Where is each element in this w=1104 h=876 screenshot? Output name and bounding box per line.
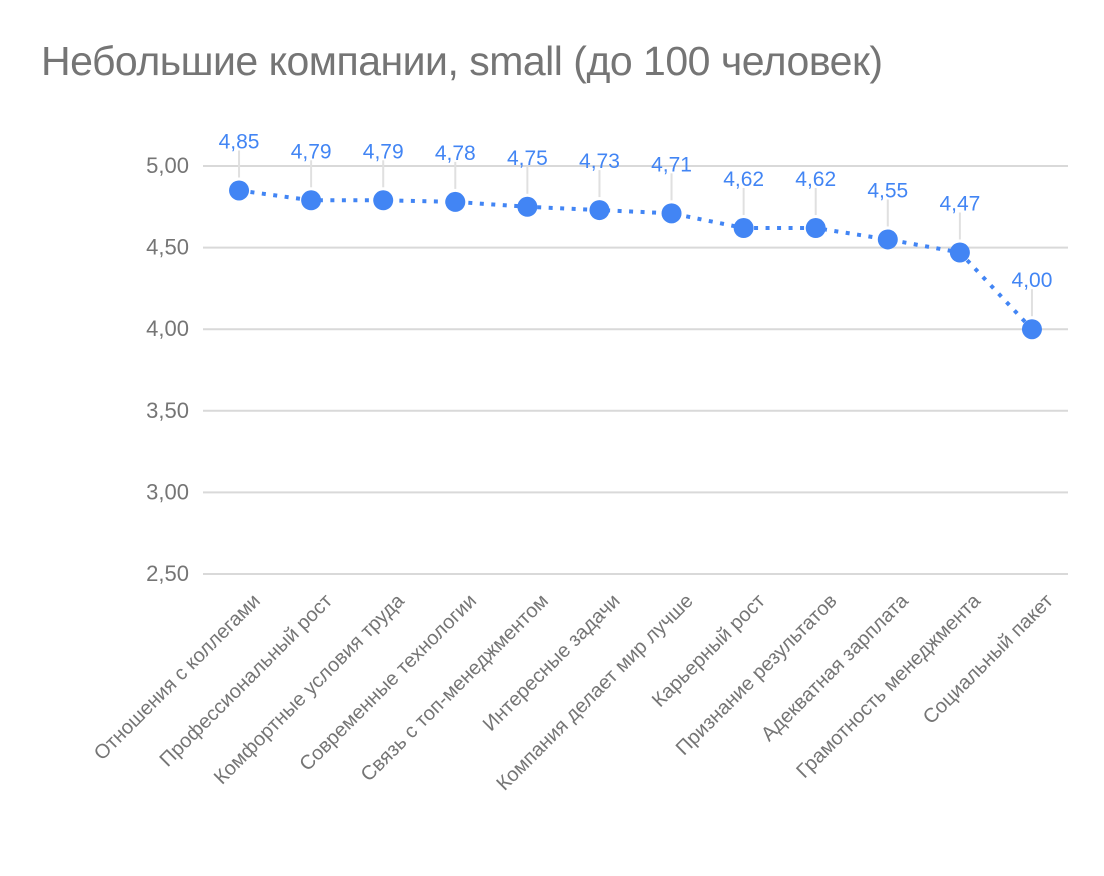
y-axis-tick-label: 3,50 <box>146 398 189 423</box>
data-label: 4,79 <box>291 140 332 163</box>
data-label: 4,71 <box>651 153 692 176</box>
data-label: 4,85 <box>219 130 260 153</box>
data-point[interactable] <box>373 190 394 211</box>
data-point[interactable] <box>1021 319 1042 340</box>
data-label: 4,78 <box>435 142 476 165</box>
data-label: 4,47 <box>939 192 980 215</box>
data-label: 4,75 <box>507 147 548 170</box>
data-label: 4,62 <box>723 168 764 191</box>
data-point[interactable] <box>805 218 826 239</box>
data-point[interactable] <box>589 200 610 221</box>
y-axis-tick-label: 2,50 <box>146 561 189 586</box>
data-point[interactable] <box>661 203 682 224</box>
y-axis-tick-label: 4,00 <box>146 316 189 341</box>
data-label: 4,00 <box>1012 269 1053 292</box>
data-label: 4,73 <box>579 150 620 173</box>
y-axis-tick-label: 4,50 <box>146 235 189 260</box>
data-point[interactable] <box>733 218 754 239</box>
data-point[interactable] <box>949 242 970 263</box>
y-axis-tick-label: 5,00 <box>146 153 189 178</box>
data-point[interactable] <box>229 180 250 201</box>
data-label: 4,79 <box>363 140 404 163</box>
data-label: 4,62 <box>795 168 836 191</box>
y-axis-tick-label: 3,00 <box>146 479 189 504</box>
data-point[interactable] <box>517 196 538 217</box>
series-line <box>238 188 1034 331</box>
chart-title: Небольшие компании, small (до 100 челове… <box>41 38 883 84</box>
data-label: 4,55 <box>867 179 908 202</box>
data-point[interactable] <box>445 191 466 212</box>
data-point[interactable] <box>301 190 322 211</box>
data-point[interactable] <box>877 229 898 250</box>
